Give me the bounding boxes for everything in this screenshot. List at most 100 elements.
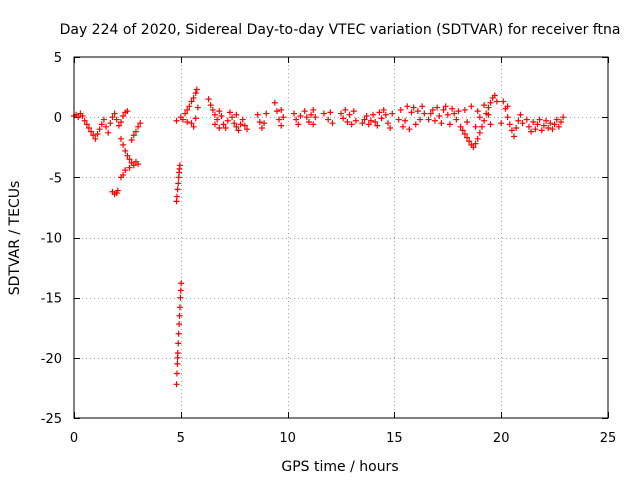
data-point xyxy=(231,120,238,127)
data-point xyxy=(481,102,488,109)
y-tick-label: -5 xyxy=(49,171,62,186)
data-point xyxy=(122,147,129,154)
data-point xyxy=(444,111,451,118)
data-point xyxy=(130,132,137,139)
data-point xyxy=(470,144,477,151)
data-point xyxy=(551,121,558,128)
data-point xyxy=(440,106,447,113)
data-point xyxy=(173,370,180,377)
data-point xyxy=(472,123,479,130)
data-point xyxy=(113,116,120,123)
data-point xyxy=(374,122,381,129)
data-point xyxy=(534,121,541,128)
data-point xyxy=(476,129,483,136)
data-point xyxy=(88,128,95,135)
data-point xyxy=(224,117,231,124)
data-point xyxy=(100,116,107,123)
y-axis-label: SDTVAR / TECUs xyxy=(7,181,23,296)
data-point xyxy=(92,135,99,142)
data-point xyxy=(560,114,567,121)
y-tick-label: 5 xyxy=(54,51,62,66)
data-point xyxy=(117,118,124,125)
data-point xyxy=(493,98,500,105)
data-point xyxy=(449,105,456,112)
data-point xyxy=(348,121,355,128)
y-tick-label: -15 xyxy=(41,292,62,307)
data-point xyxy=(389,110,396,117)
data-point xyxy=(410,104,417,111)
data-point xyxy=(555,123,562,130)
data-point xyxy=(256,118,263,125)
data-point xyxy=(132,128,139,135)
data-point xyxy=(291,110,298,117)
axis-ticks: 0 5 10 15 20 25 5 0 -5 -10 -15 -20 -25 xyxy=(41,51,617,446)
x-tick-label: 0 xyxy=(70,431,78,446)
data-point xyxy=(485,104,492,111)
data-point xyxy=(543,117,550,124)
data-point xyxy=(474,135,481,142)
data-point xyxy=(193,86,200,93)
data-point xyxy=(487,121,494,128)
x-tick-label: 20 xyxy=(493,431,510,446)
data-point xyxy=(278,122,285,129)
data-point xyxy=(178,280,185,287)
data-point xyxy=(408,109,415,116)
data-point xyxy=(90,132,97,139)
data-point xyxy=(350,108,357,115)
data-point xyxy=(124,152,131,159)
data-point xyxy=(174,360,181,367)
data-point xyxy=(446,121,453,128)
data-point xyxy=(122,167,129,174)
plot-frame xyxy=(73,56,609,419)
data-point xyxy=(427,110,434,117)
data-point xyxy=(120,112,127,119)
data-point xyxy=(120,141,127,148)
data-point xyxy=(293,116,300,123)
data-point xyxy=(216,108,223,115)
data-point xyxy=(519,120,526,127)
data-point xyxy=(79,112,86,119)
data-point xyxy=(419,103,426,110)
data-point xyxy=(222,124,229,131)
data-point xyxy=(233,111,240,118)
data-point xyxy=(540,122,547,129)
data-point xyxy=(538,127,545,134)
data-point xyxy=(436,112,443,119)
data-point xyxy=(194,104,201,111)
data-point xyxy=(241,122,248,129)
data-point xyxy=(173,193,180,200)
data-point xyxy=(340,115,347,122)
data-point xyxy=(346,111,353,118)
data-point xyxy=(244,126,251,133)
data-point xyxy=(278,106,285,113)
data-point xyxy=(549,126,556,133)
data-point xyxy=(310,106,317,113)
data-point xyxy=(105,129,112,136)
data-point xyxy=(175,180,182,187)
data-point xyxy=(237,121,244,128)
data-point xyxy=(359,120,366,127)
data-point xyxy=(205,96,212,103)
x-tick-label: 25 xyxy=(600,431,617,446)
data-point xyxy=(329,120,336,127)
data-point xyxy=(461,106,468,113)
data-point xyxy=(545,124,552,131)
data-point xyxy=(135,161,142,168)
data-point xyxy=(508,127,515,134)
data-point xyxy=(96,126,103,133)
data-point xyxy=(75,114,82,121)
data-point xyxy=(530,118,537,125)
data-point xyxy=(117,135,124,142)
data-point xyxy=(179,116,186,123)
data-point xyxy=(297,112,304,119)
data-point xyxy=(177,287,184,294)
data-point xyxy=(308,111,315,118)
data-point xyxy=(276,116,283,123)
gridlines xyxy=(74,57,608,418)
data-point xyxy=(117,174,124,181)
data-point xyxy=(176,304,183,311)
x-axis-label: GPS time / hours xyxy=(281,459,398,475)
data-point xyxy=(485,111,492,118)
data-point xyxy=(207,102,214,109)
